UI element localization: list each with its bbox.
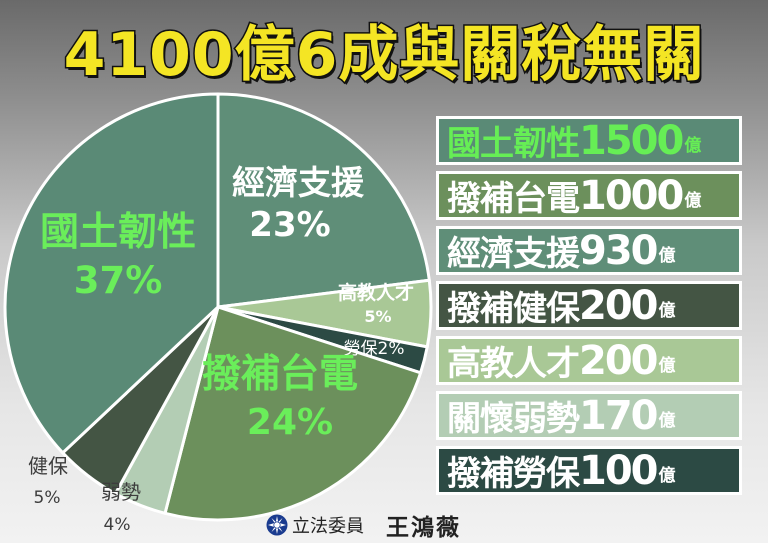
slice-percent-label: 4% xyxy=(104,515,131,535)
slice-percent-label: 5% xyxy=(364,307,391,326)
slice-percent-label: 37% xyxy=(74,259,163,302)
page-title: 4100億6成與關稅無關 xyxy=(62,19,705,92)
legend-item: 國土韌性 1500 億 xyxy=(436,116,742,165)
legend-item: 關懷弱勢 170 億 xyxy=(436,391,742,440)
pie-slice xyxy=(216,92,431,309)
legend-name: 經濟支援 xyxy=(447,234,580,274)
legend-value: 1000 xyxy=(579,172,684,219)
slice-percent-label: 5% xyxy=(34,488,61,508)
legend-name: 國土韌性 xyxy=(447,124,580,164)
legend-unit: 億 xyxy=(684,191,702,211)
slice-name-label: 撥補台電 xyxy=(202,352,358,397)
legend-value: 170 xyxy=(579,392,658,439)
legend-value: 1500 xyxy=(579,117,684,164)
legend: 國土韌性 1500 億 撥補台電 1000 億 經濟支援 930 億 撥補健保 … xyxy=(436,116,742,501)
legend-item: 撥補健保 200 億 xyxy=(436,281,742,330)
legend-unit: 億 xyxy=(658,411,676,431)
pie-slice xyxy=(163,305,423,522)
footer-org: 立法委員 xyxy=(292,516,364,537)
legend-unit: 億 xyxy=(658,466,676,486)
legend-unit: 億 xyxy=(658,301,676,321)
legend-unit: 億 xyxy=(658,356,676,376)
legend-value: 930 xyxy=(579,227,658,274)
legend-name: 撥補健保 xyxy=(447,289,580,329)
slice-label: 勞保2% xyxy=(344,339,405,359)
slice-name-label: 高教人才 xyxy=(338,281,414,304)
slice-name-label: 弱勢 xyxy=(101,480,141,504)
slice-name-label: 經濟支援 xyxy=(232,163,365,202)
legend-item: 撥補台電 1000 億 xyxy=(436,171,742,220)
slice-name-label: 健保 xyxy=(28,454,68,478)
legend-unit: 億 xyxy=(658,246,676,266)
slice-percent-label: 24% xyxy=(247,402,333,443)
legend-value: 100 xyxy=(579,447,658,494)
legend-item: 經濟支援 930 億 xyxy=(436,226,742,275)
legend-name: 撥補勞保 xyxy=(447,454,580,494)
legend-value: 200 xyxy=(579,282,658,329)
legend-name: 高教人才 xyxy=(447,344,580,384)
legend-value: 200 xyxy=(579,337,658,384)
footer: 立法委員 王鴻薇 xyxy=(266,508,461,542)
party-emblem-icon xyxy=(266,514,288,536)
legend-item: 撥補勞保 100 億 xyxy=(436,446,742,495)
pie-slice xyxy=(3,92,220,455)
legend-name: 關懷弱勢 xyxy=(447,399,580,439)
legend-name: 撥補台電 xyxy=(447,179,580,219)
footer-name: 王鴻薇 xyxy=(386,515,461,541)
legend-unit: 億 xyxy=(684,136,702,156)
slice-name-label: 國土韌性 xyxy=(40,210,196,255)
slice-percent-label: 23% xyxy=(249,205,330,245)
legend-item: 高教人才 200 億 xyxy=(436,336,742,385)
